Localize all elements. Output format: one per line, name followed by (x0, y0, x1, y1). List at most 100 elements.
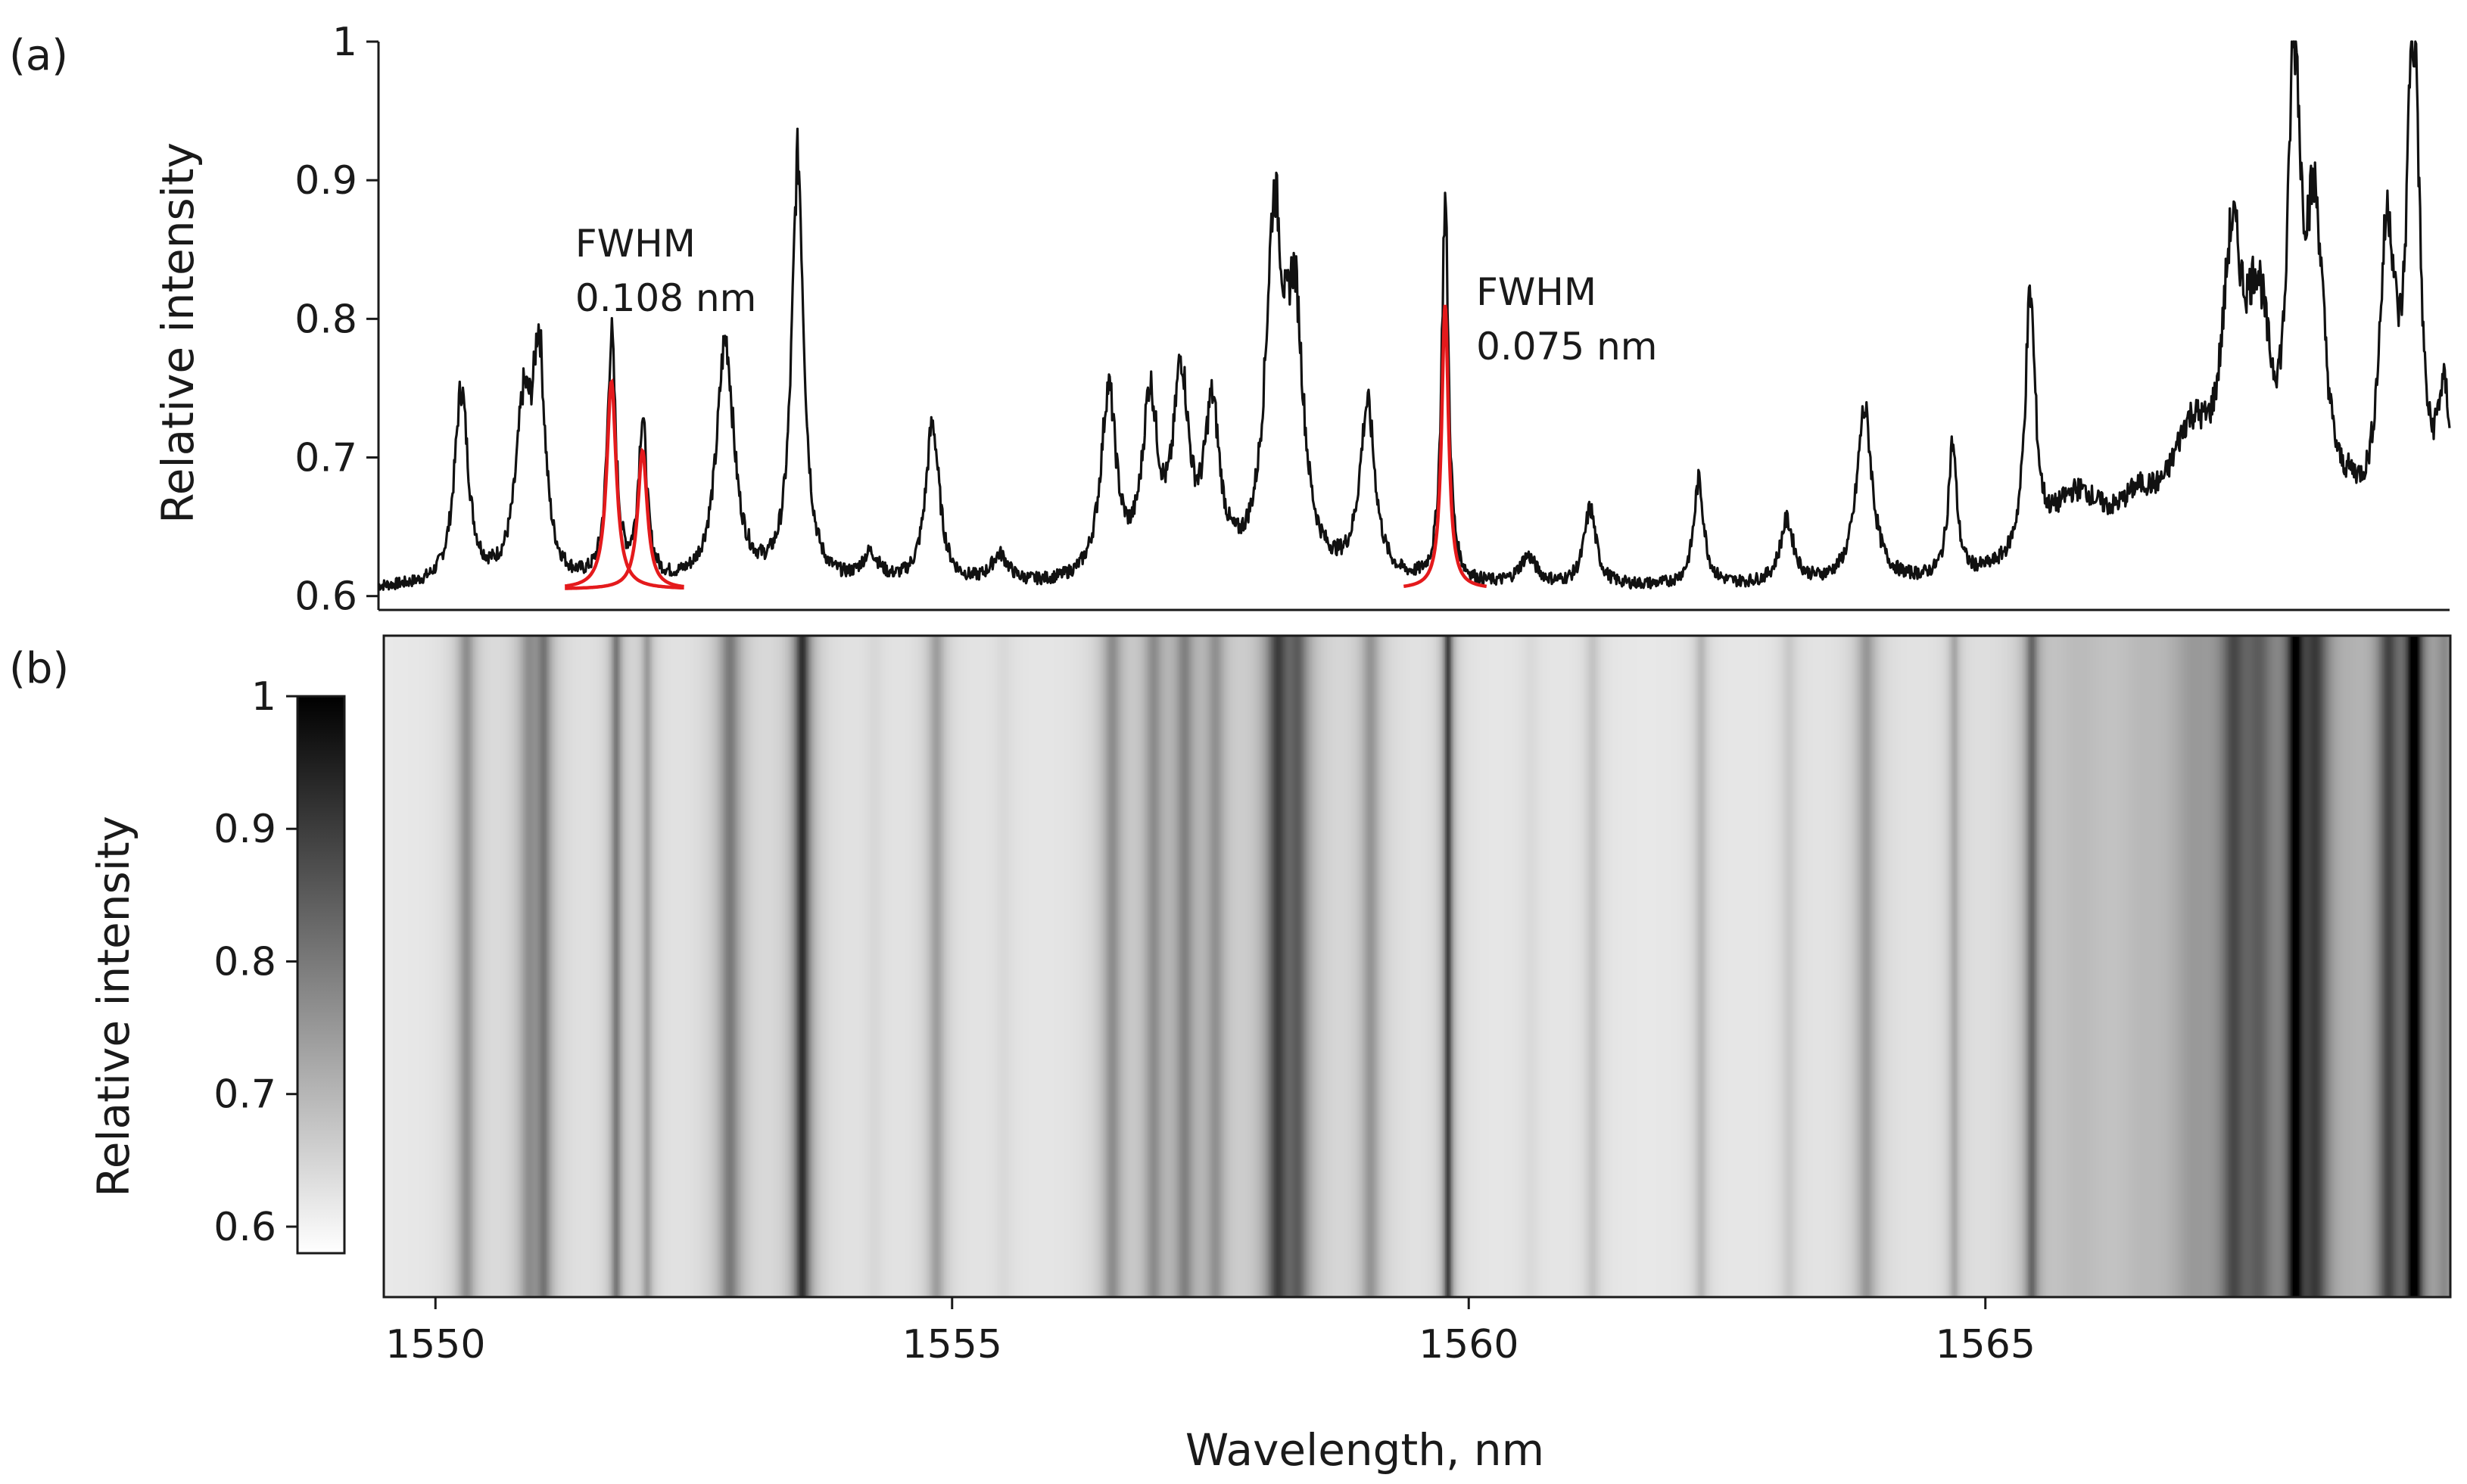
heatmap-stripe (1702, 636, 1705, 1297)
heatmap-stripe (1401, 636, 1403, 1297)
heatmap-stripe (2120, 636, 2123, 1297)
heatmap-stripe (1755, 636, 1758, 1297)
heatmap-stripe (1728, 636, 1730, 1297)
heatmap-stripe (762, 636, 765, 1297)
heatmap-stripe (1550, 636, 1552, 1297)
heatmap-stripe (2350, 636, 2353, 1297)
heatmap-stripe (1893, 636, 1895, 1297)
heatmap-stripe (1718, 636, 1720, 1297)
heatmap-stripe (1624, 636, 1626, 1297)
heatmap-stripe (2229, 636, 2232, 1297)
heatmap-stripe (1497, 636, 1499, 1297)
heatmap-stripe (1428, 636, 1431, 1297)
heatmap-stripe (1392, 636, 1394, 1297)
heatmap-stripe (818, 636, 821, 1297)
heatmap-stripe (1748, 636, 1750, 1297)
heatmap-stripe (402, 636, 404, 1297)
heatmap-stripe (1609, 636, 1611, 1297)
heatmap-stripe (2049, 636, 2051, 1297)
heatmap-stripe (1298, 636, 1300, 1297)
heatmap-stripe (1734, 636, 1737, 1297)
heatmap-stripe (717, 636, 719, 1297)
heatmap-stripe (1931, 636, 1933, 1297)
heatmap-stripe (531, 636, 533, 1297)
heatmap-stripe (915, 636, 917, 1297)
heatmap-stripe (2252, 636, 2254, 1297)
heatmap-stripe (964, 636, 966, 1297)
heatmap-stripe (877, 636, 880, 1297)
heatmap-stripe (796, 636, 798, 1297)
heatmap-stripe (1643, 636, 1646, 1297)
heatmap-stripe (697, 636, 699, 1297)
heatmap-stripe (1777, 636, 1779, 1297)
heatmap-stripe (1120, 636, 1122, 1297)
heatmap-stripe (1459, 636, 1461, 1297)
heatmap-stripe (1269, 636, 1272, 1297)
heatmap-stripe (558, 636, 560, 1297)
heatmap-stripe (2010, 636, 2012, 1297)
heatmap-stripe (1238, 636, 1240, 1297)
heatmap-stripe (565, 636, 568, 1297)
heatmap-stripe (631, 636, 633, 1297)
heatmap-stripe (2341, 636, 2344, 1297)
heatmap-stripe (911, 636, 913, 1297)
heatmap-stripe (561, 636, 563, 1297)
heatmap-stripe (1642, 636, 1644, 1297)
heatmap-stripe (1495, 636, 1497, 1297)
heatmap-stripe (1454, 636, 1456, 1297)
heatmap-stripe (1636, 636, 1638, 1297)
heatmap-stripe (1925, 636, 1927, 1297)
heatmap-stripe (1204, 636, 1207, 1297)
heatmap-stripe (478, 636, 480, 1297)
heatmap-stripe (2204, 636, 2206, 1297)
heatmap-stripe (1581, 636, 1584, 1297)
heatmap-stripe (1693, 636, 1696, 1297)
heatmap-stripe (2019, 636, 2021, 1297)
heatmap-stripe (584, 636, 586, 1297)
heatmap-stripe (1215, 636, 1217, 1297)
heatmap-stripe (876, 636, 878, 1297)
heatmap-stripe (1312, 636, 1314, 1297)
heatmap-stripe (612, 636, 615, 1297)
heatmap-stripe (2187, 636, 2189, 1297)
heatmap-stripe (2099, 636, 2101, 1297)
heatmap-stripe (2079, 636, 2082, 1297)
heatmap-stripe (656, 636, 659, 1297)
heatmap-stripe (970, 636, 972, 1297)
heatmap-stripe (476, 636, 478, 1297)
heatmap-stripe (724, 636, 727, 1297)
heatmap-stripe (730, 636, 733, 1297)
heatmap-stripe (588, 636, 590, 1297)
heatmap-stripe (1737, 636, 1740, 1297)
heatmap-stripe (1138, 636, 1140, 1297)
heatmap-stripe (1294, 636, 1296, 1297)
heatmap-stripe (1819, 636, 1821, 1297)
heatmap-stripe (488, 636, 491, 1297)
heatmap-stripe (1884, 636, 1886, 1297)
heatmap-stripe (538, 636, 540, 1297)
heatmap-stripe (1006, 636, 1008, 1297)
heatmap-stripe (435, 636, 438, 1297)
heatmap-stripe (1413, 636, 1416, 1297)
heatmap-stripe (1969, 636, 1971, 1297)
heatmap-stripe (1127, 636, 1129, 1297)
heatmap-stripe (2202, 636, 2204, 1297)
heatmap-stripe (2405, 636, 2407, 1297)
heatmap-stripe (2326, 636, 2328, 1297)
heatmap-stripe (1391, 636, 1393, 1297)
heatmap-stripe (2414, 636, 2416, 1297)
heatmap-stripe (1038, 636, 1040, 1297)
heatmap-stripe (812, 636, 815, 1297)
heatmap-stripe (1543, 636, 1546, 1297)
heatmap-stripe (1984, 636, 1986, 1297)
heatmap-stripe (626, 636, 628, 1297)
heatmap-stripe (1005, 636, 1007, 1297)
heatmap-stripe (1575, 636, 1578, 1297)
heatmap-stripe (611, 636, 613, 1297)
heatmap-stripe (1077, 636, 1079, 1297)
heatmap-stripe (839, 636, 842, 1297)
heatmap-stripe (2007, 636, 2009, 1297)
heatmap-stripe (2081, 636, 2083, 1297)
heatmap-stripe (1677, 636, 1679, 1297)
heatmap-stripe (2323, 636, 2325, 1297)
